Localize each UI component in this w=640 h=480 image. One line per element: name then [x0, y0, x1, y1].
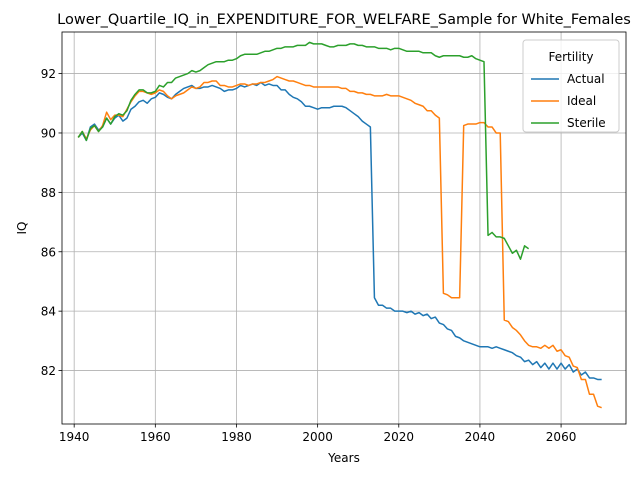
y-tick-label: 86 — [41, 245, 56, 259]
x-tick-label: 2060 — [546, 430, 577, 444]
legend: Fertility Actual Ideal Sterile — [522, 39, 620, 133]
legend-label-actual: Actual — [567, 72, 605, 86]
x-tick-label: 1940 — [59, 430, 90, 444]
x-tick-label: 2000 — [302, 430, 333, 444]
x-tick-label: 1980 — [221, 430, 252, 444]
x-tick-label: 2020 — [384, 430, 415, 444]
plot-frame — [61, 31, 627, 425]
legend-label-ideal: Ideal — [567, 94, 596, 108]
legend-title: Fertility — [548, 50, 593, 64]
y-tick-label: 84 — [41, 305, 56, 319]
legend-label-sterile: Sterile — [567, 116, 606, 130]
y-tick-label: 82 — [41, 364, 56, 378]
x-tick-label: 2040 — [465, 430, 496, 444]
y-tick-label: 92 — [41, 67, 56, 81]
series-line-actual — [77, 81, 602, 381]
x-axis-label: Years — [327, 451, 360, 465]
legend-box — [522, 39, 620, 133]
y-axis-label: IQ — [15, 222, 29, 235]
series-line-ideal — [77, 75, 602, 409]
series-lines — [77, 41, 602, 409]
y-tick-label: 90 — [41, 126, 56, 140]
series-line-sterile — [77, 41, 530, 260]
legend-items: Actual Ideal Sterile — [531, 72, 606, 130]
x-axis-ticks: 1940 1960 1980 2000 2020 2040 2060 — [59, 424, 576, 444]
x-tick-label: 1960 — [140, 430, 171, 444]
y-axis-ticks: 82 84 86 88 90 92 — [41, 67, 62, 378]
y-tick-label: 88 — [41, 186, 56, 200]
chart-title: Lower_Quartile_IQ_in_EXPENDITURE_FOR_WEL… — [57, 12, 631, 28]
